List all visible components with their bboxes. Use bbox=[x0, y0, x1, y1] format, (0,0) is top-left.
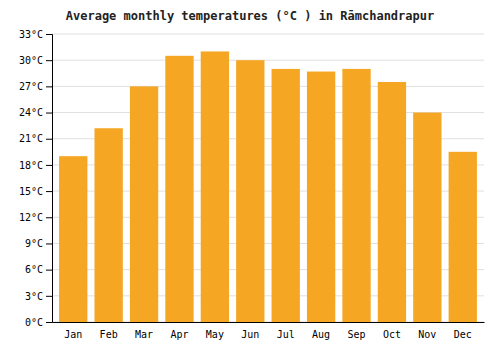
tick-label: 24°C bbox=[19, 107, 43, 118]
bar bbox=[201, 51, 229, 322]
tick-label: 9°C bbox=[25, 238, 43, 249]
chart: Average monthly temperatures (°C ) in Rā… bbox=[0, 0, 500, 350]
title: Average monthly temperatures (°C ) in Rā… bbox=[66, 9, 434, 23]
tick-mark bbox=[46, 60, 52, 61]
tick-label: Aug bbox=[312, 329, 330, 340]
tick-label: Dec bbox=[454, 329, 472, 340]
tick: Feb bbox=[100, 329, 118, 340]
tick: Jul bbox=[277, 329, 295, 340]
tick-label: 0°C bbox=[25, 317, 43, 328]
bar bbox=[236, 60, 264, 322]
tick: 30°C bbox=[19, 55, 52, 66]
tick: 3°C bbox=[25, 291, 52, 302]
tick-mark bbox=[46, 322, 52, 323]
tick-mark bbox=[46, 217, 52, 218]
tick: Dec bbox=[454, 329, 472, 340]
tick-label: May bbox=[206, 329, 224, 340]
bar bbox=[130, 86, 158, 322]
tick: 18°C bbox=[19, 160, 52, 171]
tick-mark bbox=[46, 113, 52, 114]
bar bbox=[94, 128, 122, 322]
bar bbox=[342, 69, 370, 322]
tick: 33°C bbox=[19, 29, 52, 40]
tick: 24°C bbox=[19, 107, 52, 118]
tick-label: 33°C bbox=[19, 29, 43, 40]
tick-mark bbox=[46, 191, 52, 192]
tick-mark bbox=[46, 296, 52, 297]
bar bbox=[165, 56, 193, 322]
tick-label: 3°C bbox=[25, 291, 43, 302]
bar bbox=[272, 69, 300, 322]
tick-mark bbox=[46, 34, 52, 35]
tick: May bbox=[206, 329, 224, 340]
tick: Apr bbox=[170, 329, 188, 340]
tick-mark bbox=[46, 270, 52, 271]
tick: 27°C bbox=[19, 81, 52, 92]
tick: Jun bbox=[241, 329, 259, 340]
tick-label: Jul bbox=[277, 329, 295, 340]
tick-label: Apr bbox=[170, 329, 188, 340]
tick-label: 12°C bbox=[19, 212, 43, 223]
bar bbox=[59, 156, 87, 322]
tick: Sep bbox=[347, 329, 365, 340]
axis-line bbox=[46, 35, 53, 323]
grid-line bbox=[52, 34, 484, 35]
tick-label: Sep bbox=[347, 329, 365, 340]
x-axis: Jan Feb Mar Apr May Jun Jul Aug Sep Oct Nov Dec bbox=[53, 323, 485, 341]
bars bbox=[59, 51, 477, 322]
grid-line bbox=[52, 60, 484, 61]
tick: Oct bbox=[383, 329, 401, 340]
tick-mark bbox=[46, 165, 52, 166]
tick: 9°C bbox=[25, 238, 52, 249]
tick-label: Nov bbox=[418, 329, 436, 340]
tick-label: 15°C bbox=[19, 186, 43, 197]
tick-label: 21°C bbox=[19, 133, 43, 144]
tick-label: Jan bbox=[64, 329, 82, 340]
tick: 12°C bbox=[19, 212, 52, 223]
tick: Aug bbox=[312, 329, 330, 340]
y-axis: 0°C 3°C 6°C 9°C 12°C 15°C 18°C 21°C 24°C 27°C 30°C… bbox=[19, 29, 53, 328]
bar bbox=[378, 82, 406, 322]
tick: Jan bbox=[64, 329, 82, 340]
tick: 0°C bbox=[25, 317, 52, 328]
grid-line bbox=[52, 86, 484, 87]
tick-label: Jun bbox=[241, 329, 259, 340]
tick: 6°C bbox=[25, 264, 52, 275]
grid bbox=[52, 34, 484, 322]
tick-label: Oct bbox=[383, 329, 401, 340]
tick-label: Mar bbox=[135, 329, 153, 340]
tick-label: 6°C bbox=[25, 264, 43, 275]
tick-mark bbox=[46, 139, 52, 140]
tick-mark bbox=[46, 243, 52, 244]
tick: Nov bbox=[418, 329, 436, 340]
tick-label: 18°C bbox=[19, 160, 43, 171]
tick: Mar bbox=[135, 329, 153, 340]
tick-label: Feb bbox=[100, 329, 118, 340]
tick: 21°C bbox=[19, 133, 52, 144]
axis-line bbox=[53, 322, 485, 323]
tick: 15°C bbox=[19, 186, 52, 197]
tick-mark bbox=[46, 86, 52, 87]
bar bbox=[413, 113, 441, 322]
tick-label: 30°C bbox=[19, 55, 43, 66]
bar bbox=[307, 72, 335, 322]
plot: 0°C 3°C 6°C 9°C 12°C 15°C 18°C 21°C 24°C 27°C 30°C… bbox=[19, 29, 485, 340]
tick-label: 27°C bbox=[19, 81, 43, 92]
bar bbox=[449, 152, 477, 322]
